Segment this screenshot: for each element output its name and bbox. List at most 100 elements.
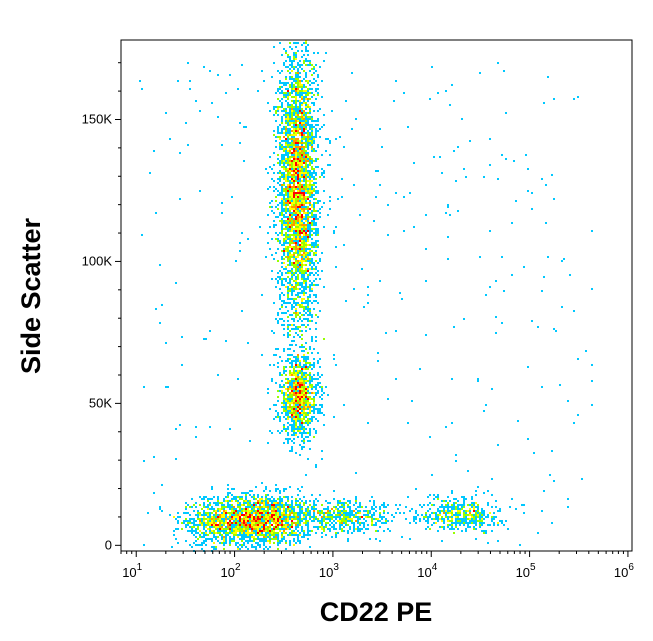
density-point [303,302,305,304]
density-point [271,210,273,212]
density-point [299,390,301,392]
density-point [313,198,315,200]
density-point [271,496,273,498]
density-point [225,500,227,502]
density-point [293,210,295,212]
density-point [333,358,335,360]
density-point [305,398,307,400]
density-point [237,520,239,522]
density-point [299,168,301,170]
density-point [277,396,279,398]
density-point [291,208,293,210]
density-point [297,142,299,144]
density-point [319,520,321,522]
density-point [273,404,275,406]
density-point [211,532,213,534]
density-point [299,152,301,154]
density-point [301,510,303,512]
density-point [299,510,301,512]
density-point [187,62,189,64]
density-point [287,418,289,420]
density-point [283,410,285,412]
density-point [289,206,291,208]
density-point [287,398,289,400]
density-point [293,162,295,164]
density-point [251,514,253,516]
density-point [283,426,285,428]
density-point [305,474,307,476]
density-point [311,340,313,342]
density-point [297,522,299,524]
density-point [241,530,243,532]
density-point [297,216,299,218]
density-point [493,522,495,524]
density-point [311,142,313,144]
density-point [307,172,309,174]
density-point [259,538,261,540]
density-point [359,502,361,504]
density-point [167,386,169,388]
density-point [287,174,289,176]
density-point [283,350,285,352]
density-point [301,188,303,190]
density-point [289,224,291,226]
density-point [279,528,281,530]
density-point [221,528,223,530]
density-point [313,138,315,140]
density-point [293,512,295,514]
density-point [381,146,383,148]
density-point [277,132,279,134]
density-point [289,222,291,224]
density-point [283,348,285,350]
density-point [455,516,457,518]
density-point [323,172,325,174]
density-point [355,516,357,518]
density-point [353,288,355,290]
density-point [291,134,293,136]
density-point [303,170,305,172]
density-point [305,200,307,202]
density-point [309,230,311,232]
density-point [291,278,293,280]
density-point [385,332,387,334]
density-point [307,158,309,160]
density-point [305,76,307,78]
density-point [303,258,305,260]
density-point [305,258,307,260]
density-point [333,490,335,492]
density-point [491,388,493,390]
density-point [395,512,397,514]
density-point [343,526,345,528]
density-point [303,236,305,238]
density-point [379,520,381,522]
density-point [255,526,257,528]
density-point [309,216,311,218]
density-point [247,536,249,538]
density-point [283,64,285,66]
density-point [287,358,289,360]
density-point [291,534,293,536]
density-point [227,496,229,498]
density-point [303,166,305,168]
density-point [315,278,317,280]
density-point [303,110,305,112]
density-point [313,300,315,302]
density-point [297,364,299,366]
density-point [239,544,241,546]
density-point [469,514,471,516]
density-point [277,412,279,414]
density-point [299,72,301,74]
density-point [477,378,479,380]
density-point [291,190,293,192]
density-point [307,532,309,534]
density-point [247,518,249,520]
density-point [233,526,235,528]
density-point [355,514,357,516]
density-point [153,150,155,152]
density-point [425,514,427,516]
density-point [257,516,259,518]
density-point [333,230,335,232]
density-point [205,544,207,546]
density-point [277,70,279,72]
density-point [463,318,465,320]
